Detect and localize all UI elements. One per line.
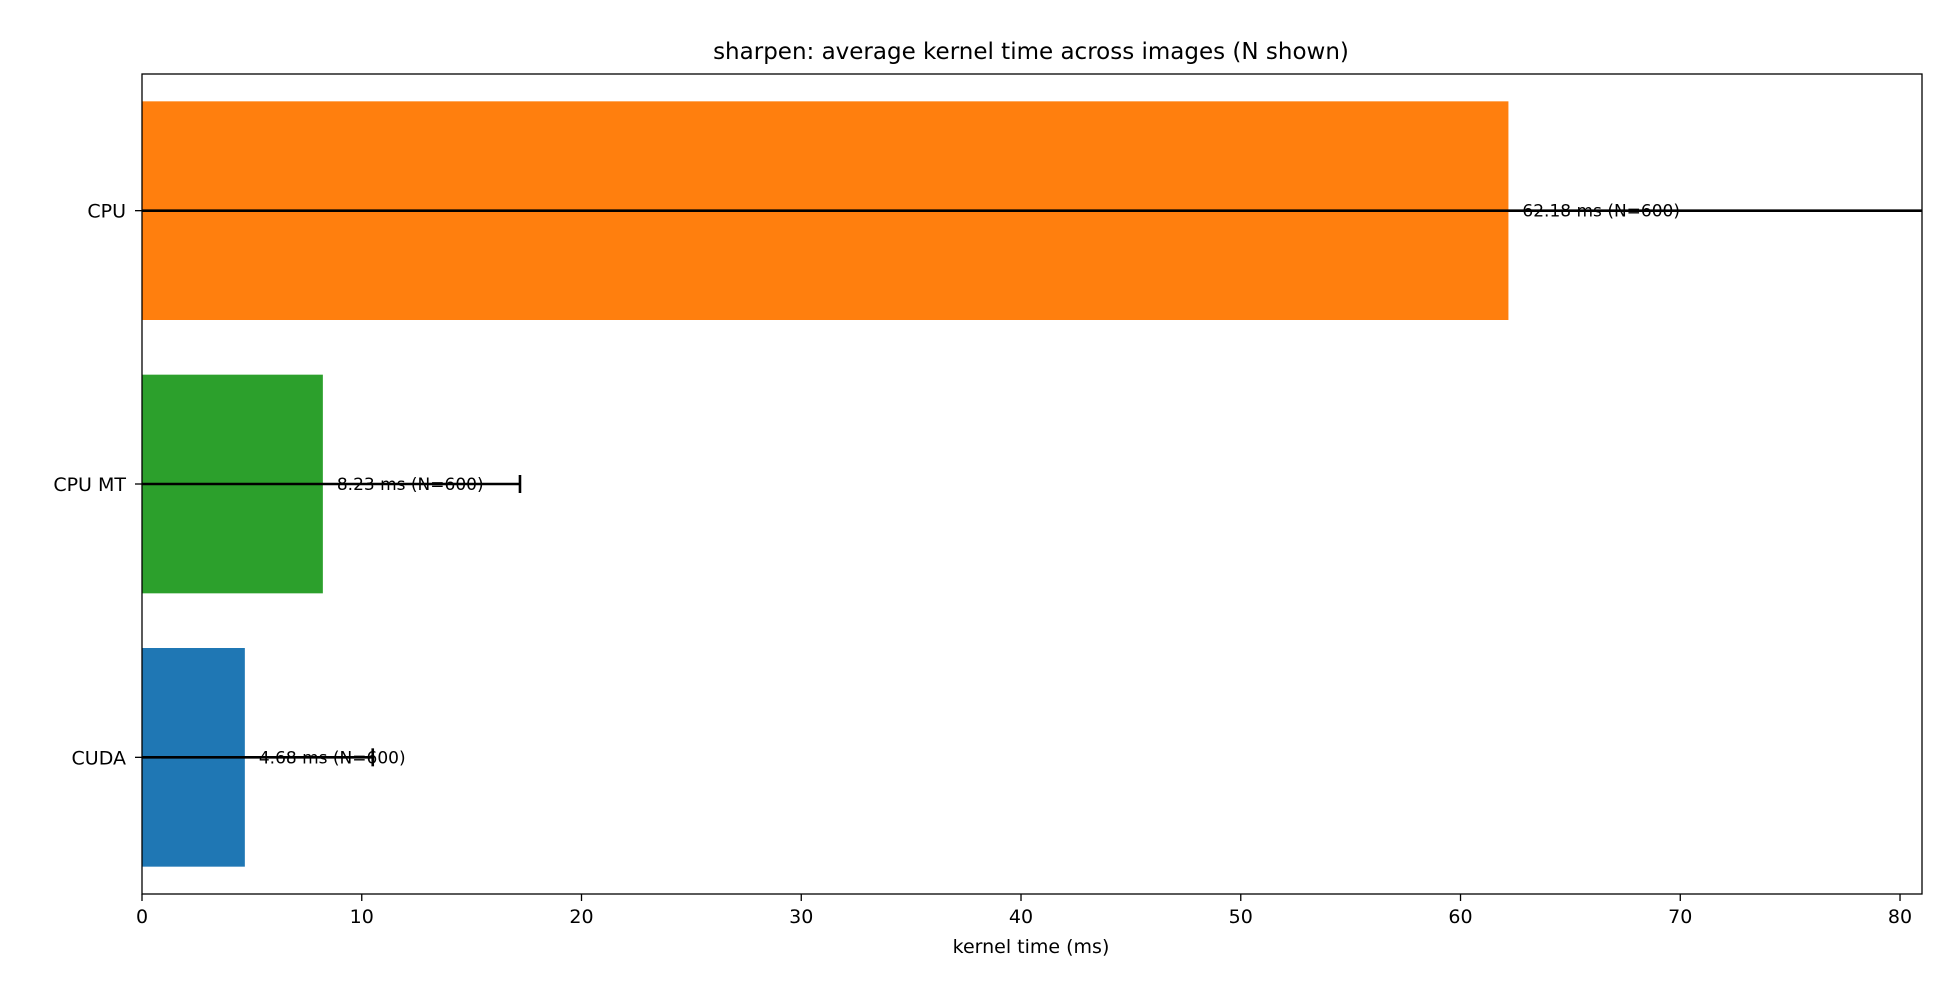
x-tick-label: 10 bbox=[350, 906, 374, 928]
plot-frame bbox=[141, 73, 1923, 895]
chart-title: sharpen: average kernel time across imag… bbox=[713, 39, 1349, 65]
x-tick-label: 0 bbox=[136, 906, 148, 928]
x-axis-label: kernel time (ms) bbox=[953, 936, 1110, 958]
x-tick-label: 80 bbox=[1888, 906, 1912, 928]
x-tick-label: 70 bbox=[1668, 906, 1692, 928]
y-tick-label: CPU bbox=[87, 201, 126, 223]
y-tick-label: CPU MT bbox=[53, 474, 126, 496]
x-tick-label: 20 bbox=[569, 906, 593, 928]
y-tick-label: CUDA bbox=[72, 747, 126, 769]
x-tick-label: 60 bbox=[1448, 906, 1472, 928]
x-tick-label: 30 bbox=[789, 906, 813, 928]
x-tick-label: 50 bbox=[1229, 906, 1253, 928]
x-tick-label: 40 bbox=[1009, 906, 1033, 928]
